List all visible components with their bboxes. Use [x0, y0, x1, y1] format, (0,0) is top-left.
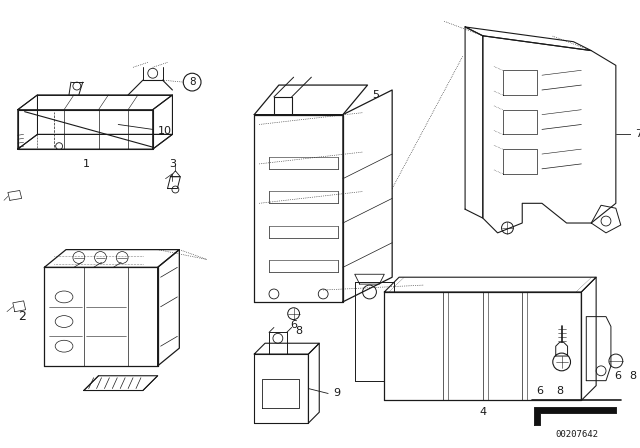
Text: 8: 8 [556, 386, 563, 396]
Circle shape [183, 73, 201, 91]
Text: 5: 5 [372, 90, 379, 100]
Text: 6: 6 [614, 371, 621, 381]
Text: 6: 6 [536, 386, 543, 396]
Text: 4: 4 [479, 407, 486, 417]
Text: 9: 9 [333, 388, 340, 398]
Text: 6: 6 [290, 320, 297, 331]
Text: 7: 7 [636, 129, 640, 139]
Text: 8: 8 [629, 371, 636, 381]
Text: 00207642: 00207642 [555, 431, 598, 439]
Text: 10: 10 [157, 126, 172, 136]
Text: 1: 1 [83, 159, 90, 169]
Text: 8: 8 [189, 77, 195, 87]
Text: 2: 2 [18, 310, 26, 323]
Polygon shape [534, 407, 616, 425]
Text: 8: 8 [295, 327, 302, 336]
Text: 3: 3 [169, 159, 176, 169]
